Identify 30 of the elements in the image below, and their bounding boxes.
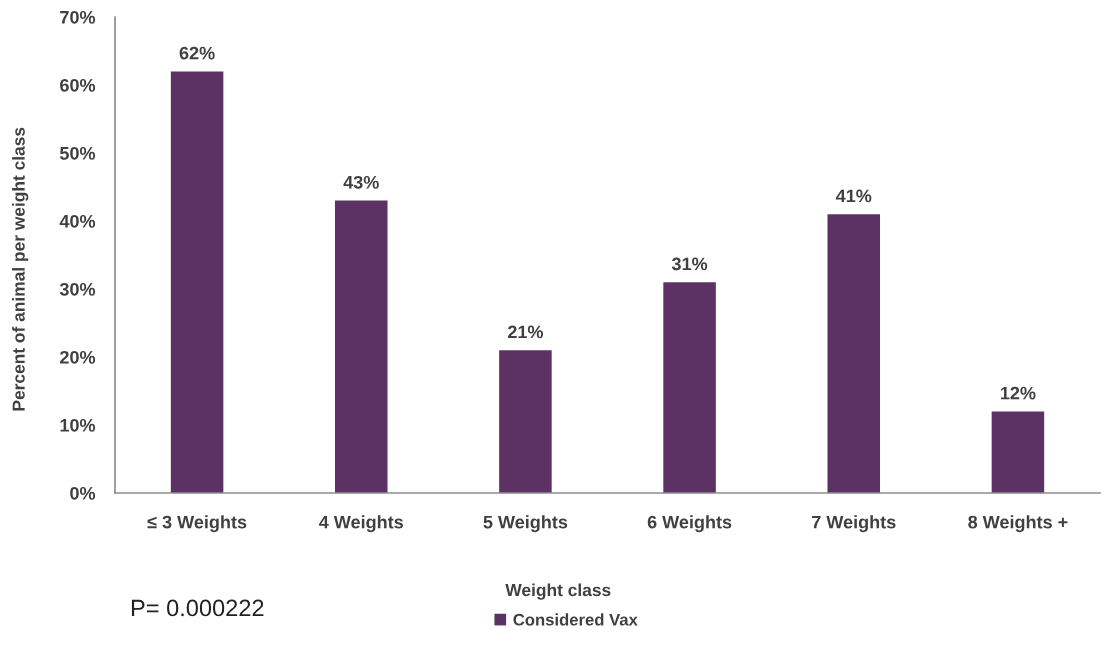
bar <box>170 71 224 493</box>
y-tick-label: 50% <box>59 146 96 160</box>
x-tick-label: 5 Weights <box>483 515 568 533</box>
y-tick-label: 0% <box>70 486 96 500</box>
data-label: 31% <box>671 257 708 271</box>
legend-label: Considered Vax <box>513 613 638 626</box>
x-tick-label: 6 Weights <box>647 515 732 533</box>
y-tick-label: 10% <box>60 418 96 432</box>
bar <box>499 350 552 493</box>
y-tick-label: 60% <box>60 78 96 92</box>
x-axis-title: Weight class <box>505 583 611 600</box>
x-tick-label: 8 Weights + <box>968 515 1068 533</box>
bar <box>663 282 716 493</box>
x-tick-label: ≤ 3 Weights <box>147 515 247 533</box>
bar <box>334 200 388 493</box>
y-tick-label: 20% <box>60 350 96 364</box>
x-tick-label: 7 Weights <box>812 515 896 533</box>
data-label: 43% <box>343 175 379 189</box>
data-label: 41% <box>835 189 872 203</box>
x-tick-label: 4 Weights <box>319 515 403 533</box>
text: P= 0.000222 <box>131 599 264 617</box>
bar <box>827 214 881 493</box>
y-tick-label: 40% <box>59 214 96 228</box>
bar <box>991 411 1045 493</box>
y-tick-label: 70% <box>60 10 96 24</box>
y-axis-title: Percent of animal per weight class <box>12 127 29 411</box>
data-label: 62% <box>179 46 215 60</box>
data-label: 21% <box>507 325 544 339</box>
data-label: 12% <box>1000 386 1036 400</box>
y-tick-label: 30% <box>59 282 96 296</box>
